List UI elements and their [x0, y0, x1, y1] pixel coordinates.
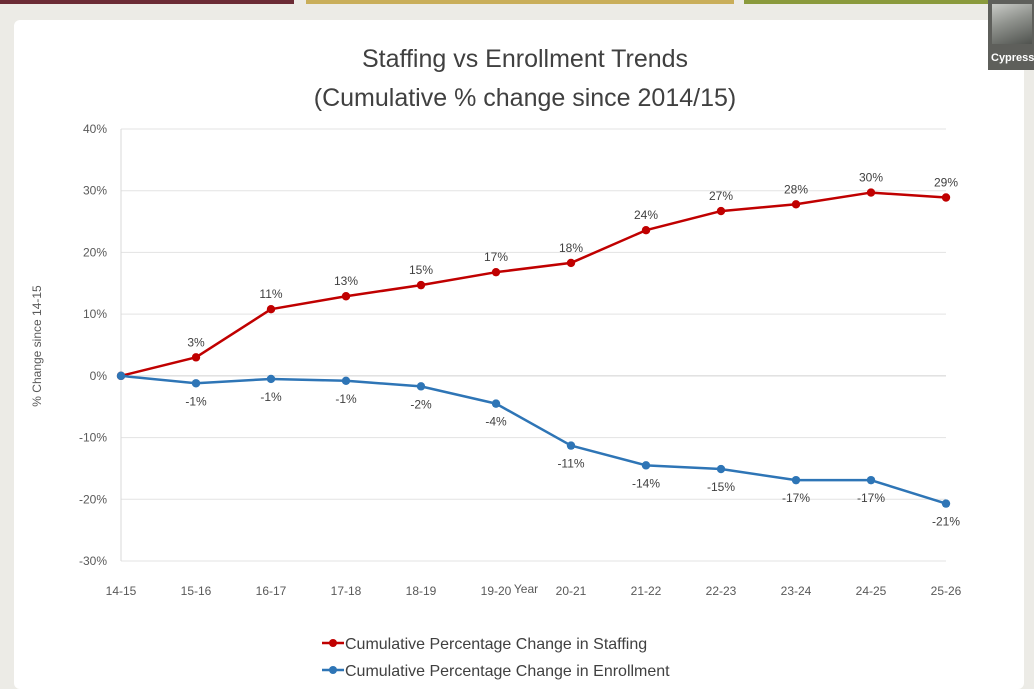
- data-point: [641, 226, 651, 235]
- data-label: 11%: [259, 287, 282, 301]
- x-tick-label: 18-19: [406, 584, 437, 598]
- data-point: [866, 475, 876, 485]
- y-axis-label: % Change since 14-15: [30, 285, 44, 407]
- x-tick-label: 15-16: [181, 584, 212, 598]
- participant-video-image: [992, 4, 1032, 44]
- x-tick-label: 20-21: [556, 584, 587, 598]
- data-point: [191, 379, 201, 388]
- x-tick-label: 22-23: [706, 584, 737, 598]
- y-axis: 40% 30% 20% 10% 0% -10% -20% -30%: [79, 122, 122, 568]
- data-point: [416, 382, 426, 391]
- data-point: [341, 292, 351, 301]
- x-tick-label: 21-22: [631, 584, 662, 598]
- header-strip-green: [744, 0, 988, 4]
- data-point: [416, 280, 426, 290]
- chart-title-line-1: Staffing vs Enrollment Trends: [362, 45, 688, 73]
- y-tick-label: 10%: [83, 307, 107, 321]
- data-point: [941, 499, 951, 508]
- participant-video-thumbnail[interactable]: Cypress: [988, 0, 1034, 70]
- participant-name: Cypress: [991, 52, 1034, 64]
- x-tick-label: 25-26: [931, 584, 962, 598]
- y-tick-label: 30%: [83, 184, 107, 198]
- x-axis-label: Year: [514, 582, 538, 596]
- data-point: [716, 464, 726, 474]
- data-label: 30%: [859, 171, 883, 185]
- data-label: -4%: [485, 415, 507, 429]
- data-label: -1%: [335, 392, 357, 406]
- data-point: [566, 258, 576, 268]
- data-label: 27%: [709, 189, 733, 203]
- data-label: -1%: [260, 390, 282, 404]
- data-point: [641, 461, 651, 470]
- data-label: -17%: [857, 491, 885, 505]
- data-label: 3%: [187, 335, 205, 349]
- chart-title-line-2: (Cumulative % change since 2014/15): [314, 84, 736, 112]
- y-tick-label: 0%: [90, 369, 108, 383]
- x-tick-label: 24-25: [856, 584, 887, 598]
- data-label: 13%: [334, 274, 358, 288]
- header-strip-maroon: [0, 0, 294, 4]
- data-label: -17%: [782, 491, 810, 505]
- series-enrollment: -1% -1% -1% -2% -4% -11% -14% -15% -17% -17% -21%: [116, 371, 960, 529]
- data-point: [341, 376, 351, 385]
- x-tick-label: 23-24: [781, 584, 812, 598]
- series-staffing: 3% 11% 13% 15% 17% 18% 24% 27% 28% 30% 29%: [116, 171, 958, 381]
- data-label: 18%: [559, 241, 583, 255]
- legend-label: Cumulative Percentage Change in Enrollme…: [345, 663, 670, 680]
- data-label: -11%: [557, 457, 584, 471]
- x-tick-label: 17-18: [331, 584, 362, 598]
- data-point: [566, 441, 576, 450]
- gridlines: [121, 128, 946, 562]
- y-tick-label: 40%: [83, 122, 107, 136]
- data-point: [791, 200, 801, 209]
- y-tick-label: 20%: [83, 245, 107, 259]
- legend-swatch-marker: [329, 639, 337, 647]
- data-point: [491, 267, 501, 277]
- data-label: 15%: [409, 263, 433, 277]
- legend-label: Cumulative Percentage Change in Staffing: [345, 636, 647, 653]
- series-layer: 3%11%13%15%17%18%24%27% 28%30% 29%-1% -1% -1…: [116, 171, 960, 529]
- legend-swatch-marker: [329, 666, 337, 674]
- data-label: -2%: [410, 397, 432, 411]
- x-tick-label: 16-17: [256, 584, 287, 598]
- data-point: [866, 188, 876, 197]
- data-label: -1%: [185, 394, 207, 408]
- series-line: [119, 374, 948, 505]
- y-tick-label: -20%: [79, 492, 107, 506]
- data-point: [791, 475, 801, 485]
- slide-panel: [14, 20, 1024, 689]
- data-point: [266, 374, 276, 384]
- header-strip-gold: [306, 0, 734, 4]
- y-tick-label: -30%: [79, 554, 107, 568]
- data-point: [266, 305, 276, 314]
- data-point: [491, 399, 501, 408]
- data-label: 29%: [934, 176, 958, 190]
- y-tick-label: -10%: [79, 431, 107, 445]
- data-point: [116, 371, 126, 381]
- x-tick-label: 19-20: [481, 584, 512, 598]
- data-label: -21%: [932, 515, 960, 529]
- data-label: 28%: [784, 182, 808, 196]
- legend: Cumulative Percentage Change in Staffing…: [322, 636, 670, 680]
- data-point: [191, 353, 201, 362]
- x-axis: 14-15 15-16 16-17 17-18 18-19 19-20 20-21 21-22…: [106, 584, 962, 598]
- data-label: 17%: [484, 250, 508, 264]
- legend-item: Cumulative Percentage Change in Enrollme…: [322, 663, 670, 680]
- x-tick-label: 14-15: [106, 584, 137, 598]
- data-label: -15%: [707, 480, 735, 494]
- legend-item: Cumulative Percentage Change in Staffing: [322, 636, 647, 653]
- data-point: [716, 206, 726, 216]
- data-label: -14%: [632, 476, 660, 490]
- data-point: [941, 193, 951, 202]
- series-line: [119, 191, 948, 378]
- data-label: 24%: [634, 208, 658, 222]
